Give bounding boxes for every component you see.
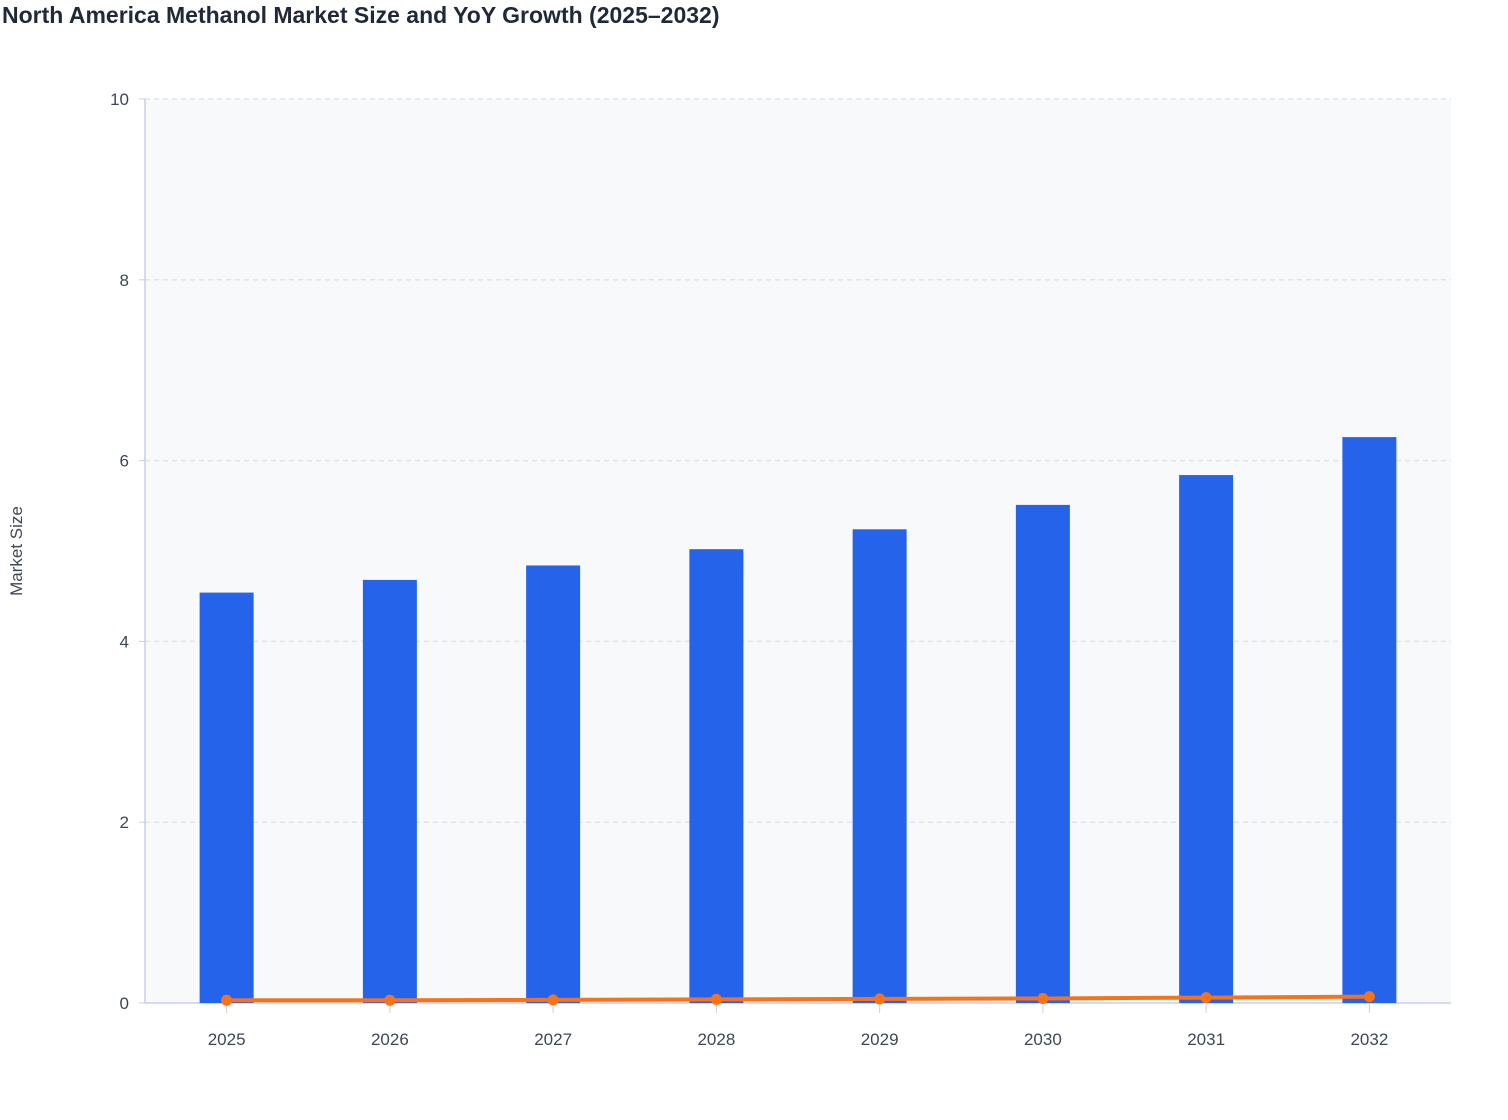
bar-2028	[689, 549, 744, 1003]
growth-point-2028	[710, 993, 722, 1005]
y-tick-label: 8	[120, 271, 129, 290]
plot-area	[145, 99, 1451, 1003]
growth-point-2027	[547, 994, 559, 1006]
growth-point-2029	[874, 993, 886, 1005]
chart-title: North America Methanol Market Size and Y…	[2, 2, 720, 28]
bar-2027	[526, 565, 581, 1003]
x-tick-label: 2026	[371, 1030, 409, 1049]
x-tick-label: 2031	[1187, 1030, 1225, 1049]
growth-point-2031	[1200, 992, 1212, 1004]
x-tick-label: 2025	[208, 1030, 246, 1049]
growth-point-2026	[384, 994, 396, 1006]
x-tick-label: 2032	[1350, 1030, 1388, 1049]
y-tick-label: 2	[120, 813, 129, 832]
x-tick-label: 2029	[861, 1030, 899, 1049]
bar-2032	[1342, 437, 1397, 1003]
y-tick-label: 0	[120, 994, 129, 1013]
y-axis-label: Market Size	[7, 506, 26, 596]
x-tick-label: 2028	[697, 1030, 735, 1049]
growth-line	[226, 994, 1370, 1003]
bar-2029	[852, 529, 907, 1003]
y-tick-label: 10	[110, 90, 129, 109]
growth-point-2030	[1037, 992, 1049, 1004]
bar-2031	[1179, 475, 1234, 1004]
y-tick-label: 6	[120, 452, 129, 471]
x-tick-label: 2027	[534, 1030, 572, 1049]
bar-2025	[199, 592, 254, 1003]
growth-point-2032	[1363, 991, 1375, 1003]
bar-2030	[1015, 504, 1070, 1003]
bar-2026	[362, 579, 417, 1003]
y-tick-label: 4	[120, 632, 129, 651]
growth-point-2025	[221, 994, 233, 1006]
x-tick-label: 2030	[1024, 1030, 1062, 1049]
